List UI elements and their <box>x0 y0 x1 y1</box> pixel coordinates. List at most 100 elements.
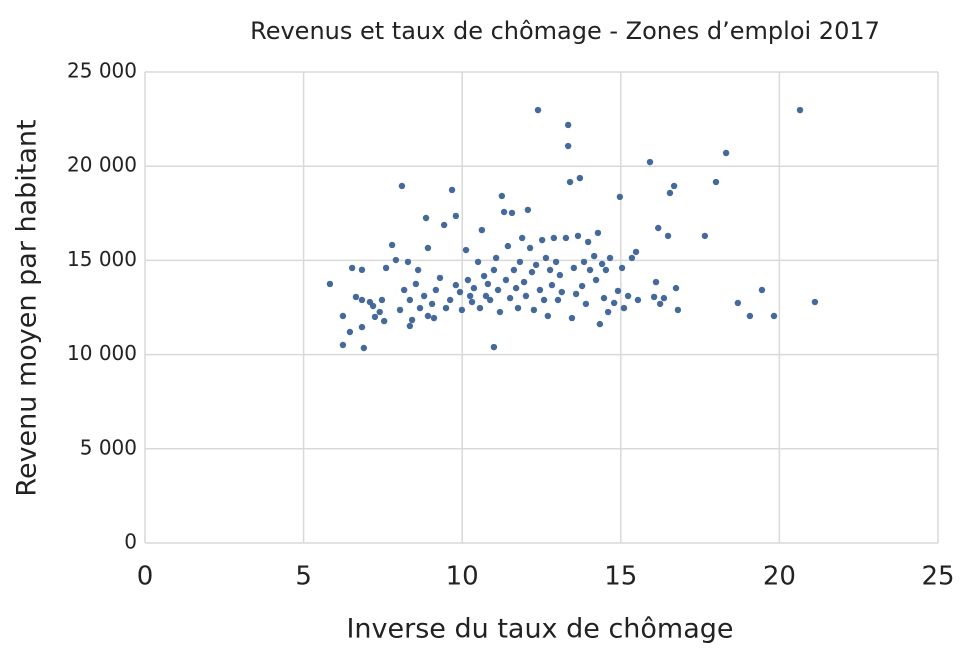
point <box>371 313 379 321</box>
point <box>500 208 508 216</box>
point <box>470 284 478 292</box>
point <box>360 344 368 352</box>
point <box>398 182 406 190</box>
y-tick-label: 10 000 <box>67 341 137 365</box>
point <box>486 296 494 304</box>
point <box>482 292 490 300</box>
x-tick-label: 10 <box>446 562 479 592</box>
point <box>512 284 520 292</box>
point <box>392 256 400 264</box>
point <box>596 320 604 328</box>
point <box>396 306 404 314</box>
point <box>616 193 624 201</box>
y-tick-label: 20 000 <box>67 153 137 177</box>
point <box>602 266 610 274</box>
point <box>358 296 366 304</box>
point <box>496 308 504 316</box>
point <box>604 308 612 316</box>
point <box>584 238 592 246</box>
point <box>722 149 730 157</box>
point <box>542 254 550 262</box>
point <box>634 296 642 304</box>
point <box>606 254 614 262</box>
point <box>770 312 778 320</box>
point <box>400 286 408 294</box>
point <box>712 178 720 186</box>
point <box>430 314 438 322</box>
point <box>422 214 430 222</box>
point <box>564 121 572 129</box>
point <box>564 142 572 150</box>
point <box>518 234 526 242</box>
point <box>358 266 366 274</box>
point <box>582 300 590 308</box>
point <box>452 212 460 220</box>
point <box>624 292 632 300</box>
point <box>416 304 424 312</box>
point <box>420 292 428 300</box>
point <box>796 106 804 114</box>
point <box>348 264 356 272</box>
point <box>476 304 484 312</box>
point <box>580 258 588 266</box>
x-tick-label: 5 <box>295 562 312 592</box>
point <box>632 248 640 256</box>
point <box>546 266 554 274</box>
point <box>734 299 742 307</box>
point <box>674 306 682 314</box>
point <box>568 314 576 322</box>
point <box>620 304 628 312</box>
point <box>506 294 514 302</box>
point <box>536 286 544 294</box>
point <box>514 304 522 312</box>
point <box>414 266 422 274</box>
point <box>478 226 486 234</box>
point <box>406 322 414 330</box>
point <box>448 186 456 194</box>
point <box>452 281 460 289</box>
point <box>672 284 680 292</box>
point <box>468 298 476 306</box>
point <box>600 294 608 302</box>
point <box>378 296 386 304</box>
y-tick-label: 25 000 <box>67 59 137 83</box>
point <box>494 286 502 294</box>
y-axis-label: Revenu moyen par habitant <box>12 119 43 496</box>
point <box>404 258 412 266</box>
point <box>556 271 564 279</box>
x-tick-label: 20 <box>763 562 796 592</box>
point <box>498 192 506 200</box>
x-axis-label: Inverse du taux de chômage <box>346 614 733 645</box>
point <box>432 286 440 294</box>
point <box>532 261 540 269</box>
point <box>458 306 466 314</box>
point <box>566 178 574 186</box>
point <box>358 323 366 331</box>
point <box>440 221 448 229</box>
point <box>524 206 532 214</box>
point <box>578 282 586 290</box>
point <box>614 287 622 295</box>
point <box>352 293 360 301</box>
point <box>746 312 754 320</box>
point <box>576 174 584 182</box>
point <box>592 276 600 284</box>
point <box>570 264 578 272</box>
point <box>610 299 618 307</box>
point <box>484 280 492 288</box>
point <box>490 266 498 274</box>
point <box>522 292 530 300</box>
x-tick-label: 15 <box>604 562 637 592</box>
point <box>548 281 556 289</box>
point <box>382 264 390 272</box>
point <box>558 288 566 296</box>
point <box>510 266 518 274</box>
point <box>598 260 606 268</box>
point <box>660 294 668 302</box>
point <box>442 304 450 312</box>
point <box>516 258 524 266</box>
point <box>464 276 472 284</box>
point <box>594 229 602 237</box>
y-tick-label: 0 <box>124 530 137 554</box>
